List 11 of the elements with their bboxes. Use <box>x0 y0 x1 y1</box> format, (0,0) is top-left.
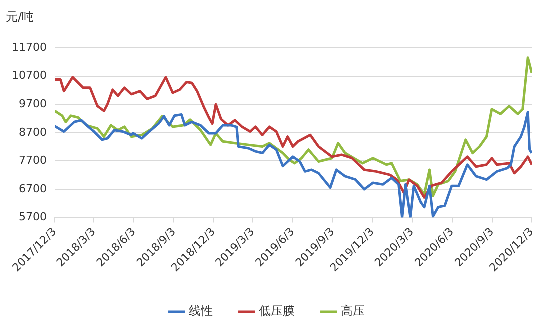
y-tick-label: 9700 <box>18 97 47 110</box>
y-tick-label: 10700 <box>12 69 47 82</box>
y-axis-title: 元/吨 <box>6 10 34 24</box>
legend-label: 低压膜 <box>259 304 295 318</box>
y-tick-label: 7700 <box>18 154 47 168</box>
y-tick-label: 8700 <box>18 126 47 139</box>
legend-label: 高压 <box>341 304 365 318</box>
y-tick-label: 5700 <box>18 210 47 224</box>
y-tick-label: 6700 <box>18 182 47 196</box>
y-tick-label: 11700 <box>12 40 47 54</box>
legend-label: 线性 <box>189 304 213 318</box>
